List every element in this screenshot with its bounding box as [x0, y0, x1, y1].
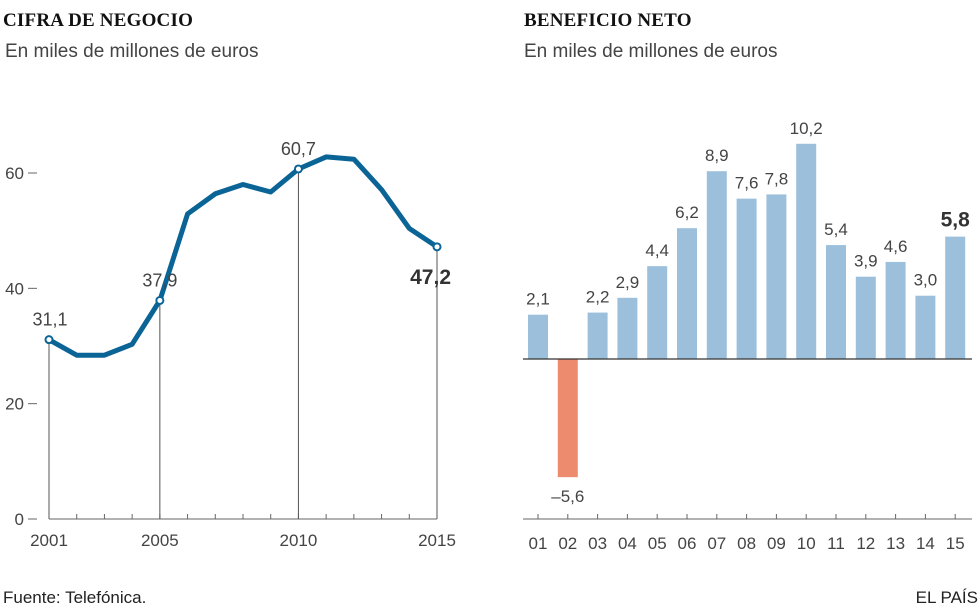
bar-value-label: 8,9 [705, 146, 729, 165]
bar-value-label: 2,1 [526, 290, 550, 309]
bar-value-label: 6,2 [675, 203, 699, 222]
annotation-value-label: 31,1 [32, 310, 67, 330]
profit-bar [766, 194, 787, 359]
profit-bar [617, 297, 638, 359]
bar-value-label: 4,4 [645, 241, 669, 260]
bar-value-label: 2,9 [616, 273, 640, 292]
revenue-chart-subtitle: En miles de millones de euros [5, 41, 259, 62]
bar-value-label: 4,6 [884, 237, 908, 256]
y-tick-label: 0 [15, 510, 24, 529]
y-tick-label: 60 [5, 164, 24, 183]
x-tick-label: 04 [618, 534, 637, 553]
profit-chart-title: BENEFICIO NETO [524, 10, 692, 31]
annotation-point-marker [44, 335, 54, 345]
bar-value-label: 7,6 [735, 174, 759, 193]
x-tick-label: 09 [767, 534, 786, 553]
profit-bar-chart: 2,1 01 –5,6 02 2,2 03 2,9 04 4,4 05 6,2 06 8,9 07 7,6 0… [523, 119, 972, 553]
annotation-value-label: 47,2 [410, 266, 451, 289]
bar-value-label: 5,8 [941, 209, 971, 232]
source-note: Fuente: Telefónica. [3, 588, 147, 607]
x-tick-label: 13 [886, 534, 905, 553]
annotation-point-marker [432, 242, 442, 252]
x-tick-label: 2010 [280, 531, 318, 550]
x-tick-label: 2001 [30, 531, 68, 550]
x-tick-label: 11 [827, 534, 845, 553]
brand-logo-text: EL PAÍS [915, 588, 978, 607]
profit-bar [528, 314, 548, 359]
bar-value-label: 10,2 [790, 119, 823, 138]
profit-bar [945, 236, 966, 359]
y-tick-label: 20 [5, 395, 24, 414]
profit-bar [826, 245, 846, 359]
x-tick-label: 08 [737, 534, 756, 553]
profit-bar [796, 143, 817, 359]
bar-value-label: 7,8 [765, 169, 789, 188]
x-tick-label: 14 [916, 534, 935, 553]
profit-chart-subtitle: En miles de millones de euros [524, 41, 778, 62]
x-tick-label: 2015 [418, 531, 456, 550]
annotation-value-label: 60,7 [281, 139, 316, 159]
x-tick-label: 01 [529, 534, 548, 553]
x-tick-label: 15 [946, 534, 965, 553]
profit-bar [706, 171, 727, 359]
y-tick-label: 40 [5, 279, 24, 298]
x-tick-label: 12 [856, 534, 875, 553]
profit-bar [647, 266, 668, 359]
revenue-series-line [46, 154, 440, 358]
x-tick-label: 2005 [141, 531, 179, 550]
profit-bar [885, 261, 906, 359]
profit-bar [736, 198, 757, 359]
x-tick-label: 07 [707, 534, 726, 553]
bar-value-label: –5,6 [551, 487, 584, 506]
profit-bar [677, 228, 697, 359]
profit-bar [915, 295, 936, 359]
bar-value-label: 2,2 [586, 288, 610, 307]
bar-value-label: 5,4 [824, 220, 848, 239]
revenue-chart-title: CIFRA DE NEGOCIO [3, 10, 194, 31]
x-tick-label: 06 [678, 534, 697, 553]
x-tick-label: 02 [558, 534, 577, 553]
bar-value-label: 3,0 [914, 271, 938, 290]
annotation-point-marker [293, 164, 303, 174]
bar-value-label: 3,9 [854, 252, 878, 271]
x-tick-label: 10 [797, 534, 816, 553]
profit-bar [855, 276, 876, 359]
annotation-point-marker [155, 295, 165, 305]
profit-bar [557, 359, 578, 478]
annotation-value-label: 37,9 [142, 270, 177, 290]
x-tick-label: 03 [588, 534, 607, 553]
x-tick-label: 05 [648, 534, 667, 553]
revenue-line-chart: 0 20 40 60 2001 2005 2010 2015 31,1 37,9 60,7 47,2 [5, 139, 456, 550]
profit-bar [587, 312, 608, 359]
